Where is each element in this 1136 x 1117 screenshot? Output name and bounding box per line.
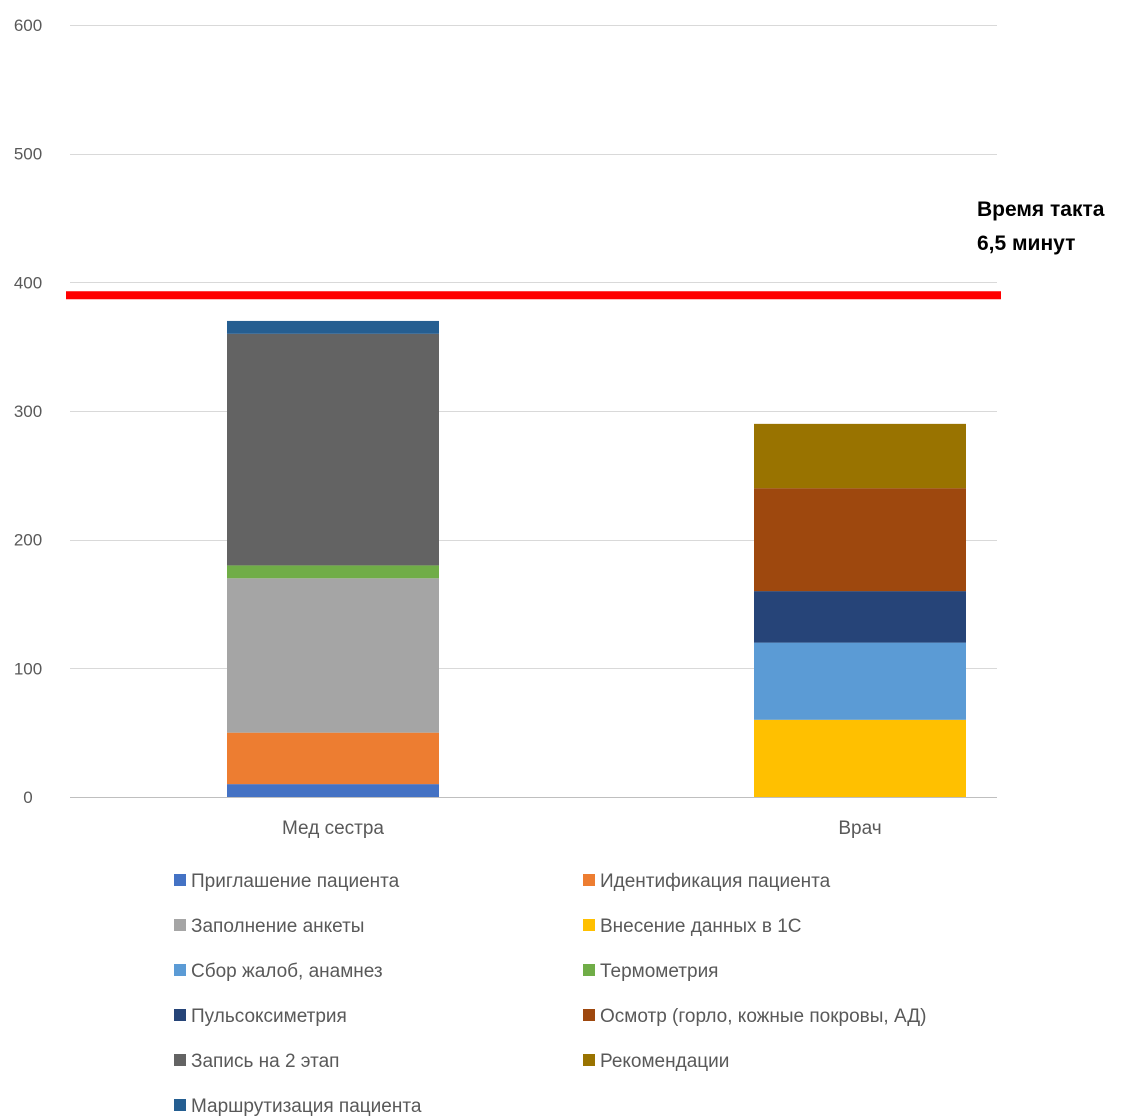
legend-label: Запись на 2 этап [191, 1051, 339, 1072]
legend: Приглашение пациента Идентификация пациен… [174, 871, 926, 1117]
legend-swatch [174, 1099, 186, 1111]
bar-segment [227, 578, 439, 733]
legend-swatch [174, 1009, 186, 1021]
legend-swatch [174, 964, 186, 976]
y-axis-ticks: 0 100 200 300 400 500 600 [14, 16, 42, 807]
gridlines [70, 25, 997, 798]
legend-label: Сбор жалоб, анамнез [191, 961, 383, 982]
y-tick-label: 400 [14, 273, 42, 292]
reference-line-label: Время такта [977, 198, 1105, 221]
legend-label: Идентификация пациента [600, 871, 831, 892]
bar-segment [227, 565, 439, 579]
bar-segment [754, 591, 966, 643]
legend-swatch [174, 1054, 186, 1066]
bar-segment [227, 320, 439, 334]
y-tick-label: 300 [14, 402, 42, 421]
legend-label: Внесение данных в 1С [600, 916, 802, 937]
legend-label: Осмотр (горло, кожные покровы, АД) [600, 1006, 926, 1027]
y-tick-label: 100 [14, 659, 42, 678]
legend-swatch [583, 874, 595, 886]
legend-label: Маршрутизация пациента [191, 1096, 422, 1117]
bar-segment [227, 784, 439, 797]
legend-label: Заполнение анкеты [191, 916, 364, 937]
legend-label: Термометрия [600, 961, 718, 982]
legend-swatch [583, 919, 595, 931]
legend-swatch [583, 1054, 595, 1066]
x-axis-categories: Мед сестра Врач [282, 818, 882, 839]
bar-segment [754, 423, 966, 489]
legend-label: Приглашение пациента [191, 871, 400, 892]
bar-segment [754, 719, 966, 797]
y-tick-label: 0 [23, 788, 32, 807]
legend-label: Рекомендации [600, 1051, 729, 1072]
reference-line-group: Время такта 6,5 минут [66, 198, 1105, 300]
bars [227, 320, 966, 797]
bar-segment [227, 732, 439, 785]
legend-swatch [174, 874, 186, 886]
x-category-label: Врач [838, 818, 881, 839]
reference-line-sublabel: 6,5 минут [977, 232, 1075, 255]
legend-swatch [174, 919, 186, 931]
y-tick-label: 600 [14, 16, 42, 35]
legend-swatch [583, 1009, 595, 1021]
bar-segment [227, 333, 439, 566]
y-tick-label: 500 [14, 145, 42, 164]
x-category-label: Мед сестра [282, 818, 384, 839]
legend-swatch [583, 964, 595, 976]
y-tick-label: 200 [14, 531, 42, 550]
legend-label: Пульсоксиметрия [191, 1006, 347, 1027]
bar-segment [754, 488, 966, 592]
bar-segment [754, 642, 966, 720]
